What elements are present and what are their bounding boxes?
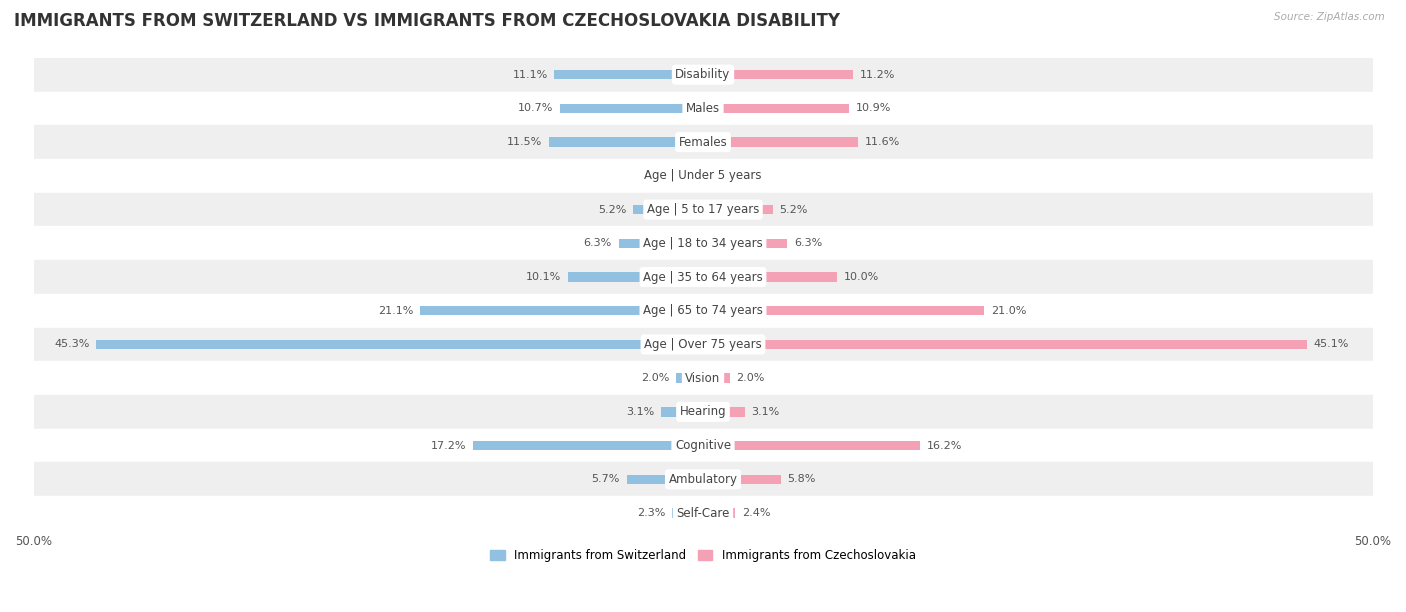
Text: Source: ZipAtlas.com: Source: ZipAtlas.com — [1274, 12, 1385, 22]
Text: Age | 35 to 64 years: Age | 35 to 64 years — [643, 271, 763, 283]
Bar — [703, 373, 730, 383]
Text: 21.0%: 21.0% — [991, 306, 1026, 316]
Bar — [554, 70, 703, 80]
Text: 3.1%: 3.1% — [751, 407, 779, 417]
Bar — [703, 272, 837, 282]
Text: 16.2%: 16.2% — [927, 441, 962, 450]
Bar — [97, 340, 703, 349]
Text: 10.7%: 10.7% — [517, 103, 553, 113]
Bar — [568, 272, 703, 282]
Text: IMMIGRANTS FROM SWITZERLAND VS IMMIGRANTS FROM CZECHOSLOVAKIA DISABILITY: IMMIGRANTS FROM SWITZERLAND VS IMMIGRANT… — [14, 12, 839, 30]
Bar — [689, 171, 703, 181]
Text: 45.3%: 45.3% — [55, 340, 90, 349]
Bar — [703, 407, 745, 417]
Bar — [560, 103, 703, 113]
Bar — [472, 441, 703, 450]
Text: Males: Males — [686, 102, 720, 115]
Text: Ambulatory: Ambulatory — [668, 473, 738, 486]
Bar — [703, 441, 920, 450]
Bar — [34, 226, 1372, 260]
Text: 45.1%: 45.1% — [1313, 340, 1348, 349]
Text: 2.4%: 2.4% — [742, 508, 770, 518]
Text: Disability: Disability — [675, 68, 731, 81]
Text: 11.2%: 11.2% — [859, 70, 896, 80]
Bar — [34, 92, 1372, 125]
Text: 11.5%: 11.5% — [508, 137, 543, 147]
Bar — [34, 58, 1372, 92]
Bar — [627, 474, 703, 484]
Text: Hearing: Hearing — [679, 405, 727, 419]
Bar — [34, 193, 1372, 226]
Bar — [676, 373, 703, 383]
Bar — [34, 159, 1372, 193]
Bar — [34, 361, 1372, 395]
Text: Age | 5 to 17 years: Age | 5 to 17 years — [647, 203, 759, 216]
Text: Vision: Vision — [685, 371, 721, 385]
Text: Self-Care: Self-Care — [676, 507, 730, 520]
Bar — [703, 103, 849, 113]
Bar — [34, 260, 1372, 294]
Bar — [34, 294, 1372, 327]
Bar — [703, 239, 787, 248]
Bar — [420, 306, 703, 315]
Text: 5.7%: 5.7% — [592, 474, 620, 484]
Text: 1.2%: 1.2% — [725, 171, 754, 181]
Text: 5.2%: 5.2% — [599, 204, 627, 215]
Bar — [34, 395, 1372, 429]
Text: 10.1%: 10.1% — [526, 272, 561, 282]
Text: 2.3%: 2.3% — [637, 508, 665, 518]
Text: 2.0%: 2.0% — [737, 373, 765, 383]
Bar — [703, 205, 773, 214]
Text: Age | 18 to 34 years: Age | 18 to 34 years — [643, 237, 763, 250]
Bar — [34, 463, 1372, 496]
Bar — [703, 70, 853, 80]
Bar — [703, 474, 780, 484]
Bar — [703, 306, 984, 315]
Text: 6.3%: 6.3% — [583, 238, 612, 248]
Text: Females: Females — [679, 136, 727, 149]
Text: 6.3%: 6.3% — [794, 238, 823, 248]
Text: 17.2%: 17.2% — [430, 441, 465, 450]
Text: 2.0%: 2.0% — [641, 373, 669, 383]
Text: 1.1%: 1.1% — [654, 171, 682, 181]
Bar — [34, 327, 1372, 361]
Bar — [34, 496, 1372, 530]
Bar — [703, 509, 735, 518]
Legend: Immigrants from Switzerland, Immigrants from Czechoslovakia: Immigrants from Switzerland, Immigrants … — [485, 544, 921, 567]
Bar — [703, 171, 718, 181]
Text: 11.6%: 11.6% — [865, 137, 900, 147]
Text: 5.8%: 5.8% — [787, 474, 815, 484]
Bar — [672, 509, 703, 518]
Bar — [34, 125, 1372, 159]
Text: Age | Under 5 years: Age | Under 5 years — [644, 170, 762, 182]
Bar — [661, 407, 703, 417]
Text: Age | Over 75 years: Age | Over 75 years — [644, 338, 762, 351]
Bar — [619, 239, 703, 248]
Text: Age | 65 to 74 years: Age | 65 to 74 years — [643, 304, 763, 317]
Bar — [548, 138, 703, 147]
Text: 21.1%: 21.1% — [378, 306, 413, 316]
Bar — [34, 429, 1372, 463]
Bar — [703, 340, 1308, 349]
Text: 5.2%: 5.2% — [779, 204, 807, 215]
Text: 10.9%: 10.9% — [856, 103, 891, 113]
Bar — [633, 205, 703, 214]
Text: 11.1%: 11.1% — [512, 70, 548, 80]
Text: Cognitive: Cognitive — [675, 439, 731, 452]
Bar — [703, 138, 858, 147]
Text: 3.1%: 3.1% — [627, 407, 655, 417]
Text: 10.0%: 10.0% — [844, 272, 879, 282]
